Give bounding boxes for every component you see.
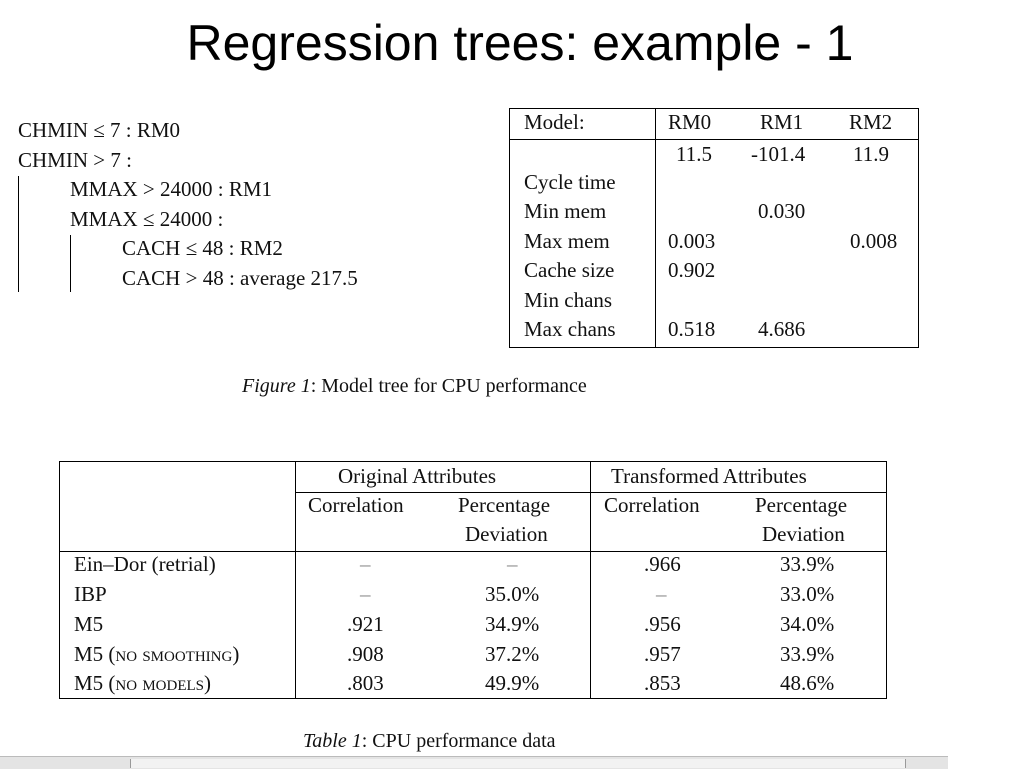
table-cell: 48.6% bbox=[780, 671, 835, 695]
table-cell: .803 bbox=[347, 671, 384, 695]
tree-branch-line bbox=[70, 235, 71, 292]
tree-line-3: MMAX > 24000 : RM1 bbox=[70, 177, 273, 201]
caption-text: : CPU performance data bbox=[361, 730, 556, 752]
table-cell: 33.0% bbox=[780, 582, 835, 606]
caption-text: : Model tree for CPU performance bbox=[310, 375, 587, 397]
row-label: IBP bbox=[74, 582, 107, 606]
tree-line-6: CACH > 48 : average 217.5 bbox=[122, 265, 358, 290]
table-rule bbox=[60, 551, 886, 552]
table-cell: 0.003 bbox=[668, 229, 716, 253]
sub-header: Deviation bbox=[762, 522, 845, 546]
row-label: Cache size bbox=[524, 258, 615, 282]
caption-label: Figure 1 bbox=[242, 375, 311, 397]
table-cell: – bbox=[507, 552, 518, 576]
sub-header: Correlation bbox=[308, 493, 404, 517]
model-coefficients-table: Model: RM0 RM1 RM2 11.5 -101.4 11.9 Cycl… bbox=[509, 108, 919, 348]
sub-header: Correlation bbox=[604, 493, 700, 517]
table-caption: Table 1: CPU performance data bbox=[303, 730, 556, 753]
tree-branch-line bbox=[18, 176, 19, 292]
regression-tree: CHMIN ≤ 7 : RM0 CHMIN > 7 : MMAX > 24000… bbox=[18, 116, 358, 293]
row-label: Ein–Dor (retrial) bbox=[74, 552, 216, 576]
row-label: Max chans bbox=[524, 317, 616, 341]
tree-line-4: MMAX ≤ 24000 : bbox=[70, 206, 224, 231]
table-rule bbox=[510, 139, 918, 140]
table-cell: 33.9% bbox=[780, 642, 835, 666]
table-cell: 35.0% bbox=[485, 582, 540, 606]
table-cell: 0.008 bbox=[850, 229, 898, 253]
row-label: M5 (no smoothing) bbox=[74, 642, 240, 666]
tree-line-1: CHMIN ≤ 7 : RM0 bbox=[18, 118, 181, 142]
row-label: M5 (no models) bbox=[74, 671, 211, 695]
table-cell: .921 bbox=[347, 612, 384, 636]
table-cell: 34.0% bbox=[780, 612, 835, 636]
table-cell: 33.9% bbox=[780, 552, 835, 576]
table-cell: .908 bbox=[347, 642, 384, 666]
column-header: RM2 bbox=[849, 110, 893, 134]
table-cell: 0.902 bbox=[668, 258, 716, 282]
table-rule bbox=[590, 462, 591, 698]
sub-header: Percentage bbox=[458, 493, 551, 517]
table-cell: 0.518 bbox=[668, 317, 716, 341]
table-rule bbox=[295, 492, 886, 493]
sub-header: Percentage bbox=[755, 493, 848, 517]
table-cell: – bbox=[360, 582, 371, 606]
horizontal-scrollbar[interactable] bbox=[0, 756, 948, 769]
figure-caption: Figure 1: Model tree for CPU performance bbox=[242, 375, 587, 398]
sub-header: Deviation bbox=[465, 522, 548, 546]
table-cell: 0.030 bbox=[758, 199, 806, 223]
table-cell: 11.9 bbox=[853, 142, 889, 166]
table-cell: .956 bbox=[644, 612, 681, 636]
caption-label: Table 1 bbox=[303, 730, 362, 752]
row-label: Min chans bbox=[524, 288, 613, 312]
group-header: Transformed Attributes bbox=[611, 464, 807, 488]
table-cell: – bbox=[656, 582, 667, 606]
tree-line-5: CACH ≤ 48 : RM2 bbox=[122, 236, 283, 260]
scrollbar-thumb[interactable] bbox=[130, 759, 906, 768]
table-cell: 11.5 bbox=[676, 142, 712, 166]
tree-line-2: CHMIN > 7 : bbox=[18, 147, 132, 172]
row-label: Min mem bbox=[524, 199, 607, 223]
table-cell: 34.9% bbox=[485, 612, 540, 636]
row-label: Cycle time bbox=[524, 170, 616, 194]
table-cell: 49.9% bbox=[485, 671, 540, 695]
group-header: Original Attributes bbox=[338, 464, 497, 488]
column-header: RM1 bbox=[760, 110, 804, 134]
row-label: Max mem bbox=[524, 229, 610, 253]
table-cell: – bbox=[360, 552, 371, 576]
slide-title: Regression trees: example - 1 bbox=[186, 15, 854, 71]
table-cell: .966 bbox=[644, 552, 681, 576]
table-cell: .957 bbox=[644, 642, 681, 666]
table-cell: .853 bbox=[644, 671, 681, 695]
column-header: RM0 bbox=[668, 110, 712, 134]
table-cell: 4.686 bbox=[758, 317, 806, 341]
table-rule bbox=[655, 109, 656, 347]
cpu-performance-table: Original Attributes Transformed Attribut… bbox=[59, 461, 887, 699]
table-cell: -101.4 bbox=[751, 142, 806, 166]
table-cell: 37.2% bbox=[485, 642, 540, 666]
row-label: M5 bbox=[74, 612, 104, 636]
column-header: Model: bbox=[524, 110, 585, 134]
table-rule bbox=[295, 462, 296, 698]
